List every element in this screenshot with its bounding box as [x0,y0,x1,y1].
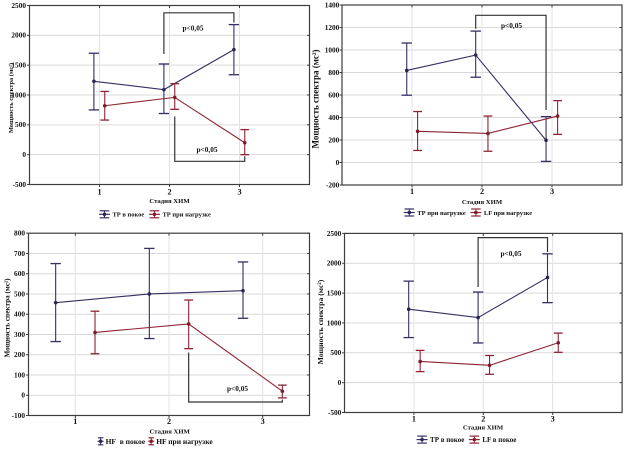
svg-text:0: 0 [21,391,25,400]
svg-text:2500: 2500 [11,1,26,10]
svg-text:0: 0 [22,150,26,159]
svg-text:Стадия ХИМ: Стадия ХИМ [462,199,503,206]
svg-text:LF в покое: LF в покое [482,436,516,444]
svg-text:Мощность спектра (мс²): Мощность спектра (мс²) [316,279,325,364]
svg-text:ТР при нагрузке: ТР при нагрузке [417,210,466,217]
svg-text:400: 400 [328,113,339,122]
svg-text:ТР в покое: ТР в покое [430,436,464,444]
svg-text:p<0,05: p<0,05 [227,384,248,393]
svg-text:2: 2 [167,417,171,426]
svg-text:Мощность спектра (мс²): Мощность спектра (мс²) [3,278,11,358]
svg-text:500: 500 [14,289,25,298]
svg-text:100: 100 [14,370,25,379]
svg-text:1000: 1000 [325,45,340,54]
svg-text:400: 400 [14,310,25,319]
svg-text:1000: 1000 [327,318,342,327]
svg-text:2500: 2500 [327,229,342,238]
svg-text:1400: 1400 [325,0,340,9]
svg-text:Стадия ХИМ: Стадия ХИМ [150,429,191,436]
svg-text:3: 3 [261,417,265,426]
svg-text:0: 0 [338,378,342,387]
svg-text:600: 600 [328,90,339,99]
svg-text:-200: -200 [326,180,340,189]
svg-text:1: 1 [410,187,414,196]
svg-text:2: 2 [480,187,484,196]
svg-text:-500: -500 [328,408,342,417]
svg-text:ТР при нагрузке: ТР при нагрузке [162,212,211,219]
svg-text:2000: 2000 [11,31,26,40]
svg-text:1500: 1500 [327,289,342,298]
svg-text:1200: 1200 [325,23,340,32]
svg-text:800: 800 [328,68,339,77]
svg-text:HF в покое: HF в покое [106,437,146,446]
svg-text:1: 1 [412,414,416,423]
svg-text:1500: 1500 [11,61,26,70]
svg-text:200: 200 [14,350,25,359]
svg-text:p<0,05: p<0,05 [501,21,522,30]
svg-text:Мощность спектра (мс²): Мощность спектра (мс²) [311,49,321,148]
svg-text:Стадия ХИМ: Стадия ХИМ [463,424,504,431]
svg-text:2: 2 [481,414,485,423]
svg-text:1: 1 [97,187,101,196]
svg-text:-100: -100 [12,411,26,420]
svg-text:-500: -500 [13,180,27,189]
svg-text:Стадия ХИМ: Стадия ХИМ [149,198,190,205]
svg-text:700: 700 [14,249,25,258]
svg-text:2: 2 [167,187,171,196]
svg-text:p<0,05: p<0,05 [183,23,204,32]
svg-text:200: 200 [328,135,339,144]
svg-text:0: 0 [336,158,340,167]
svg-text:500: 500 [330,348,341,357]
svg-text:LF при нагрузке: LF при нагрузке [484,210,532,217]
svg-text:3: 3 [237,187,241,196]
svg-text:p<0,05: p<0,05 [501,249,522,258]
svg-text:3: 3 [550,187,554,196]
svg-text:1000: 1000 [11,90,26,99]
svg-text:ТР в покое: ТР в покое [112,212,144,219]
svg-text:2000: 2000 [327,259,342,268]
svg-text:500: 500 [15,120,26,129]
svg-text:800: 800 [14,229,25,238]
svg-text:3: 3 [551,414,555,423]
svg-text:HF при нагрузке: HF при нагрузке [156,437,213,446]
svg-text:300: 300 [14,330,25,339]
svg-text:p<0,05: p<0,05 [197,145,218,154]
svg-text:Мощность спектра (мс²): Мощность спектра (мс²) [8,63,15,133]
svg-text:1: 1 [73,417,77,426]
svg-text:600: 600 [14,269,25,278]
